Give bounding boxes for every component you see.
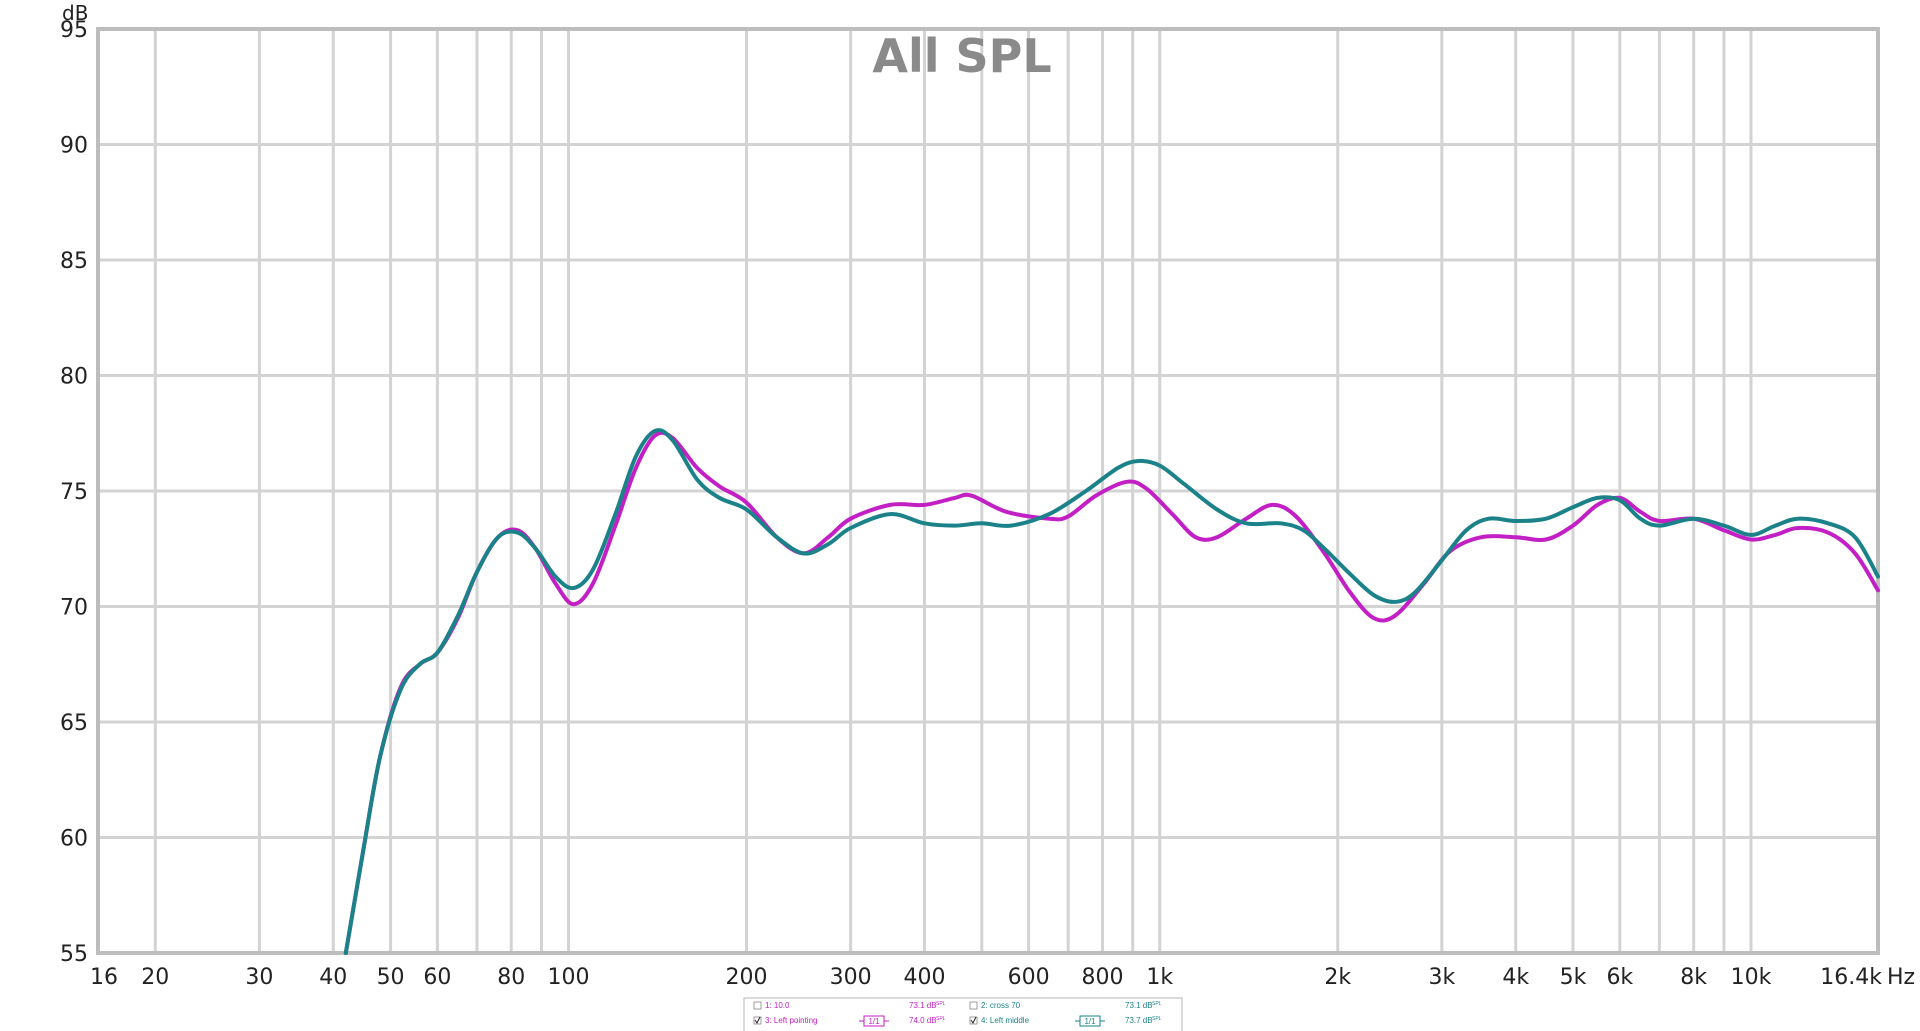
legend-item[interactable]: 3: Left pointing 1/1 74.0 dB SPL bbox=[753, 1015, 946, 1027]
x-tick-label: 6k bbox=[1606, 965, 1633, 990]
check-icon bbox=[970, 1016, 977, 1024]
legend-label: 4: Left middle bbox=[981, 1016, 1030, 1025]
x-tick-label: 2k bbox=[1324, 965, 1351, 990]
legend-item[interactable]: 1: 10.0 73.1 dB SPL bbox=[753, 1001, 946, 1010]
smoothing-label: 1/1 bbox=[1084, 1017, 1096, 1026]
x-tick-label: 4k bbox=[1502, 965, 1529, 990]
smoothing-badge bbox=[1079, 1015, 1101, 1027]
legend-value: 73.7 dB bbox=[1125, 1016, 1153, 1025]
y-tick-label: 80 bbox=[60, 365, 88, 390]
x-tick-label: 1k bbox=[1146, 965, 1173, 990]
x-tick-label: 8k bbox=[1680, 965, 1707, 990]
x-tick-label: 30 bbox=[245, 965, 273, 990]
y-tick-label: 85 bbox=[60, 249, 88, 274]
y-axis-unit: dB bbox=[62, 1, 88, 25]
x-axis-unit: Hz bbox=[1887, 965, 1915, 990]
check-icon bbox=[754, 1016, 761, 1024]
x-tick-label: 3k bbox=[1428, 965, 1455, 990]
series-line-left-pointing bbox=[343, 430, 1880, 955]
y-axis-ticks: 55 60 65 70 75 80 85 90 95 bbox=[60, 18, 88, 967]
legend-item[interactable]: 2: cross 70 73.1 dB SPL bbox=[969, 1001, 1162, 1010]
x-tick-label: 16.4k bbox=[1820, 965, 1882, 990]
legend-value: 73.1 dB bbox=[909, 1001, 937, 1010]
x-tick-label: 200 bbox=[726, 965, 768, 990]
x-axis-ticks: 16 20 30 40 50 60 80 100 200 300 400 600 800 1k 2k 3k 4k… bbox=[90, 965, 1882, 990]
y-tick-label: 70 bbox=[60, 596, 88, 621]
y-tick-label: 95 bbox=[60, 18, 88, 43]
legend-checkbox[interactable] bbox=[753, 1016, 762, 1025]
x-tick-label: 600 bbox=[1008, 965, 1050, 990]
legend: 1: 10.0 73.1 dB SPL 2: cross 70 73.1 dB SPL3:… bbox=[743, 997, 1183, 1031]
x-tick-label: 10k bbox=[1731, 965, 1772, 990]
x-tick-label: 100 bbox=[548, 965, 590, 990]
x-tick-label: 16 bbox=[90, 965, 118, 990]
legend-label: 2: cross 70 bbox=[981, 1001, 1021, 1010]
legend-checkbox[interactable] bbox=[969, 1016, 978, 1025]
y-tick-label: 55 bbox=[60, 942, 88, 967]
x-tick-label: 300 bbox=[830, 965, 872, 990]
x-tick-label: 400 bbox=[903, 965, 945, 990]
y-tick-label: 60 bbox=[60, 827, 88, 852]
x-tick-label: 5k bbox=[1560, 965, 1587, 990]
legend-checkbox[interactable] bbox=[969, 1001, 978, 1010]
y-tick-label: 65 bbox=[60, 711, 88, 736]
legend-box bbox=[743, 997, 1183, 1031]
x-tick-label: 800 bbox=[1081, 965, 1123, 990]
legend-unit: SPL bbox=[1152, 1016, 1162, 1022]
legend-unit: SPL bbox=[936, 1016, 946, 1022]
smoothing-badge bbox=[863, 1015, 885, 1027]
chart-title: All SPL bbox=[872, 29, 1051, 83]
grid bbox=[96, 27, 1878, 955]
legend-item[interactable]: 4: Left middle 1/1 73.7 dB SPL bbox=[969, 1015, 1162, 1027]
smoothing-label: 1/1 bbox=[868, 1017, 880, 1026]
y-tick-label: 90 bbox=[60, 134, 88, 159]
legend-unit: SPL bbox=[936, 1001, 946, 1007]
legend-value: 74.0 dB bbox=[909, 1016, 937, 1025]
series-line-left-middle bbox=[343, 428, 1880, 955]
legend-value: 73.1 dB bbox=[1125, 1001, 1153, 1010]
y-tick-label: 75 bbox=[60, 480, 88, 505]
legend-checkbox[interactable] bbox=[753, 1001, 762, 1010]
legend-label: 1: 10.0 bbox=[765, 1001, 790, 1010]
x-tick-label: 40 bbox=[319, 965, 347, 990]
x-tick-label: 20 bbox=[141, 965, 169, 990]
legend-label: 3: Left pointing bbox=[765, 1016, 817, 1025]
x-tick-label: 50 bbox=[377, 965, 405, 990]
x-tick-label: 60 bbox=[423, 965, 451, 990]
legend-unit: SPL bbox=[1152, 1001, 1162, 1007]
plot-frame bbox=[96, 27, 1880, 955]
series-layer bbox=[343, 428, 1880, 955]
x-tick-label: 80 bbox=[497, 965, 525, 990]
